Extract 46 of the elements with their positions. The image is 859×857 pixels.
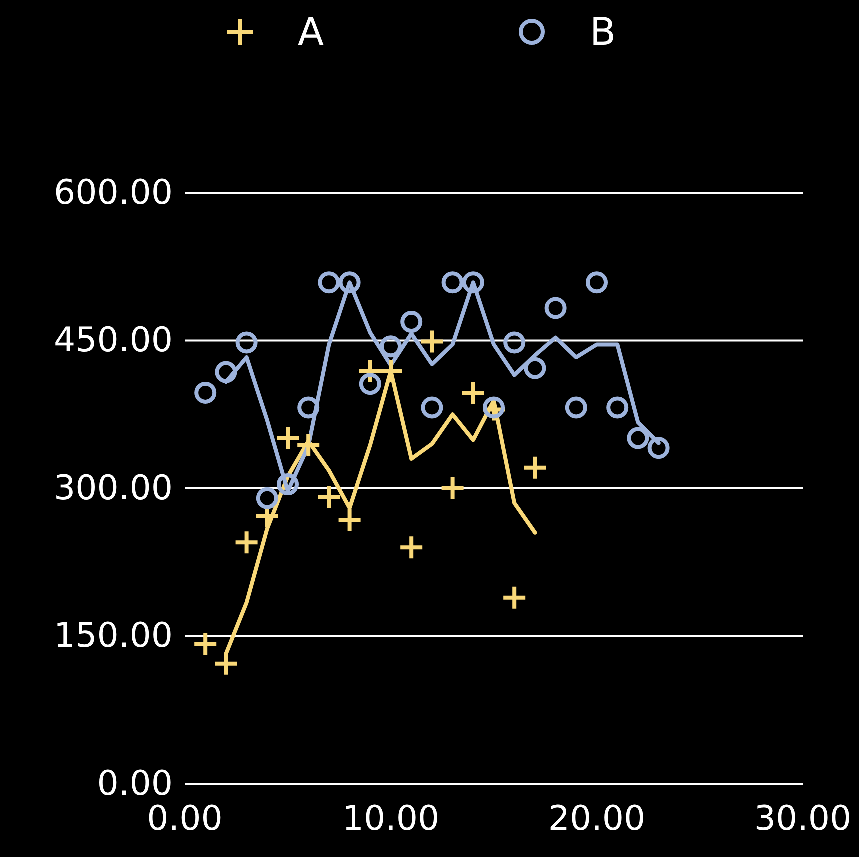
point — [318, 272, 340, 294]
point — [421, 396, 444, 419]
point — [298, 396, 320, 419]
point — [256, 487, 278, 510]
point — [236, 332, 258, 354]
point — [236, 532, 258, 554]
point — [442, 478, 464, 500]
x-tick-label: 20.00 — [548, 799, 646, 840]
point — [565, 396, 588, 419]
x-tick-label: 30.00 — [754, 799, 852, 840]
point — [215, 361, 238, 384]
point — [380, 360, 402, 382]
point — [524, 456, 546, 479]
point — [442, 272, 464, 294]
point — [400, 536, 423, 559]
point — [380, 336, 402, 358]
point — [277, 427, 299, 450]
point — [318, 486, 340, 508]
y-tick-label: 300.00 — [54, 468, 173, 508]
legend-label: B — [590, 10, 616, 54]
legend-label: A — [298, 10, 324, 54]
point — [462, 272, 484, 294]
point — [298, 434, 320, 456]
point — [215, 652, 238, 675]
point — [606, 396, 629, 419]
point — [627, 427, 650, 450]
point — [400, 311, 423, 334]
point — [504, 332, 526, 354]
point — [359, 373, 382, 396]
point — [256, 505, 278, 528]
point — [338, 272, 361, 294]
point — [586, 272, 608, 294]
point — [277, 474, 299, 496]
y-tick-label: 450.00 — [54, 320, 173, 361]
point — [338, 509, 361, 532]
point — [544, 297, 567, 320]
point — [194, 382, 217, 404]
point — [648, 437, 670, 460]
point — [524, 357, 546, 380]
y-tick-label: 150.00 — [54, 616, 173, 656]
point — [194, 633, 217, 656]
x-tick-label: 10.00 — [342, 799, 440, 840]
point — [504, 586, 526, 609]
y-tick-label: 600.00 — [54, 172, 173, 213]
point — [462, 382, 484, 404]
point — [421, 330, 444, 353]
